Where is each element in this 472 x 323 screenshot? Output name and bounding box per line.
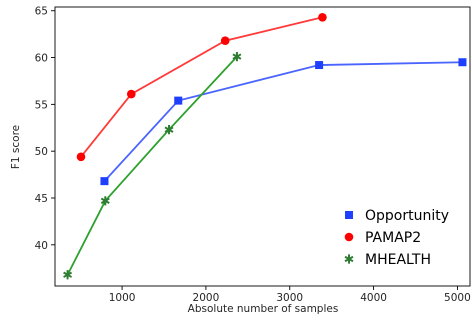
legend-marker-pamap2 [344,232,354,242]
data-point-mhealth [100,196,110,206]
data-point-opportunity [458,58,467,67]
data-point-pamap2 [220,36,230,46]
y-tick-label: 65 [35,6,48,18]
x-axis-label: Absolute number of samples [188,303,339,315]
data-point-mhealth [232,52,242,62]
plot-area [63,12,467,280]
legend-marker-opportunity [345,211,353,219]
y-tick-label: 60 [35,53,48,65]
data-point-pamap2 [318,12,327,22]
axes: 1000 2000 3000 4000 5000 40 45 50 55 60 65 [35,6,471,304]
legend-marker-mhealth [344,254,354,264]
y-tick-label: 50 [35,146,48,158]
legend: Opportunity PAMAP2 MHEALTH [344,208,449,268]
data-point-pamap2 [76,152,86,162]
legend-item-opportunity: Opportunity [345,208,449,224]
legend-label-opportunity: Opportunity [365,208,449,224]
x-tick-label: 1000 [109,292,136,304]
x-tick-label: 4000 [360,292,387,304]
data-point-mhealth [164,125,174,135]
x-tick-label: 2000 [193,292,220,304]
legend-label-pamap2: PAMAP2 [365,230,421,246]
plot-frame [54,6,471,287]
y-tick-label: 45 [35,193,48,205]
series-line-opportunity [103,61,463,182]
data-point-pamap2 [126,89,136,99]
series-line-mhealth [66,56,238,276]
y-tick-label: 40 [35,240,48,252]
y-tick-label: 55 [35,99,48,111]
legend-item-mhealth: MHEALTH [344,252,431,268]
series-mhealth [63,52,242,280]
series-opportunity [100,58,467,186]
series-pamap2 [76,12,327,162]
x-tick-label: 5000 [444,292,471,304]
legend-item-pamap2: PAMAP2 [344,230,421,246]
legend-label-mhealth: MHEALTH [365,252,431,268]
data-point-opportunity [174,96,183,105]
y-axis-label: F1 score [10,125,22,169]
data-point-opportunity [100,177,109,186]
data-point-opportunity [315,61,324,70]
series-line-pamap2 [80,16,323,158]
x-tick-label: 3000 [276,292,303,304]
data-point-mhealth [63,270,73,280]
